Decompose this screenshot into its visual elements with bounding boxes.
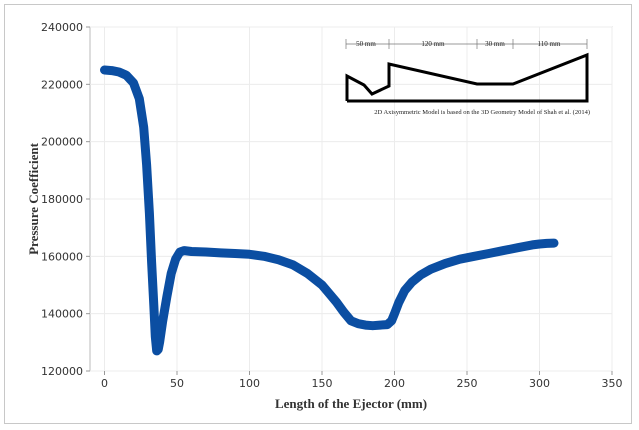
x-tick-label: 350 (602, 377, 623, 390)
inset-caption: 2D Axisymmetric Model is based on the 3D… (374, 109, 590, 116)
x-tick-label: 250 (457, 377, 478, 390)
y-tick-label: 220000 (41, 78, 83, 91)
inset-segment-label: 110 mm (538, 40, 561, 48)
ejector-outline (345, 52, 589, 103)
inset-segment-label: 30 mm (485, 40, 505, 48)
x-tick-label: 50 (170, 377, 184, 390)
y-tick-label: 240000 (41, 21, 83, 34)
series-group (100, 65, 559, 356)
x-tick-label: 100 (239, 377, 260, 390)
y-axis-title: Pressure Coefficient (26, 142, 41, 254)
x-tick-labels: 0 50 100 150 200 250 300 350 (101, 371, 623, 390)
y-tick-label: 180000 (41, 193, 83, 206)
y-tick-label: 120000 (41, 365, 83, 378)
inset-segment-label: 120 mm (421, 40, 445, 48)
x-tick-label: 150 (312, 377, 333, 390)
y-tick-label: 140000 (41, 308, 83, 321)
y-tick-label: 200000 (41, 136, 83, 149)
x-tick-label: 300 (529, 377, 550, 390)
y-tick-label: 160000 (41, 250, 83, 263)
x-tick-label: 0 (101, 377, 108, 390)
series-line (100, 65, 559, 356)
inset-segment-label: 50 mm (356, 40, 376, 48)
y-tick-labels: 120000 140000 160000 180000 200000 220000 2400… (41, 21, 90, 378)
x-tick-label: 200 (384, 377, 405, 390)
ejector-geometry-inset: 50 mm 120 mm 30 mm 110 mm 2D Axisymmetri… (345, 39, 590, 116)
x-axis-title: Length of the Ejector (mm) (275, 396, 427, 411)
